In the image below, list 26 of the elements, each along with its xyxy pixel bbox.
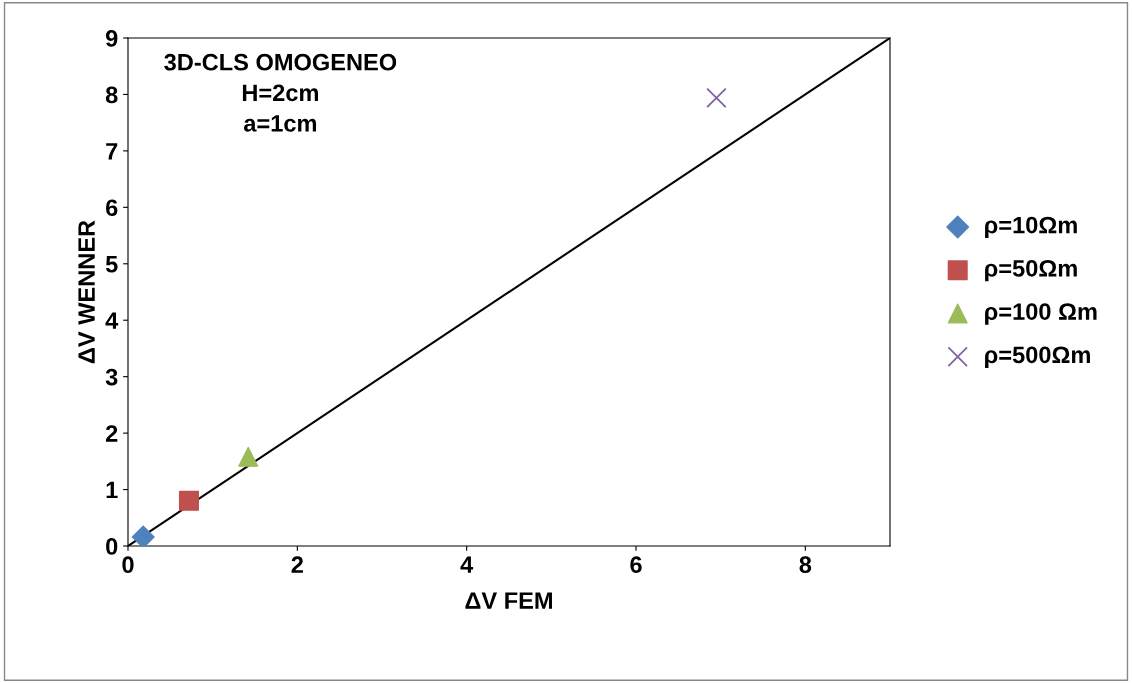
y-tick-label: 6 — [106, 199, 118, 217]
x-tick-label: 2 — [291, 556, 303, 573]
text: 3D-CLS OMOGENEO H=2cm a=1cm — [164, 53, 397, 132]
x-tick-label: 6 — [630, 556, 642, 574]
x-tick-label: 4 — [460, 556, 474, 573]
x-axis-title: ΔV FEM — [465, 592, 552, 609]
legend-label: ρ=500Ωm — [985, 346, 1090, 368]
point — [238, 446, 259, 467]
point — [178, 490, 199, 511]
legend-label: ρ=50Ωm — [985, 259, 1077, 282]
y-axis-title: ΔV WENNER — [78, 220, 95, 364]
x-tick-label: 8 — [799, 556, 812, 574]
y-tick-label: 2 — [105, 425, 118, 442]
y-tick-label: 8 — [105, 86, 118, 104]
point — [706, 87, 727, 109]
y-tick-label: 0 — [106, 538, 118, 555]
point — [131, 525, 155, 546]
y-tick-label: 3 — [105, 368, 118, 386]
legend-label: ρ=100 Ωm — [985, 303, 1097, 325]
y-tick-label: 1 — [106, 481, 118, 499]
x-tick-label: 0 — [122, 556, 134, 574]
y-tick-label: 5 — [105, 256, 118, 273]
y-tick-label: 7 — [106, 143, 118, 160]
y-tick-label: 4 — [105, 312, 119, 329]
y-tick-label: 9 — [105, 30, 118, 47]
legend-label: ρ=10Ωm — [985, 216, 1077, 239]
